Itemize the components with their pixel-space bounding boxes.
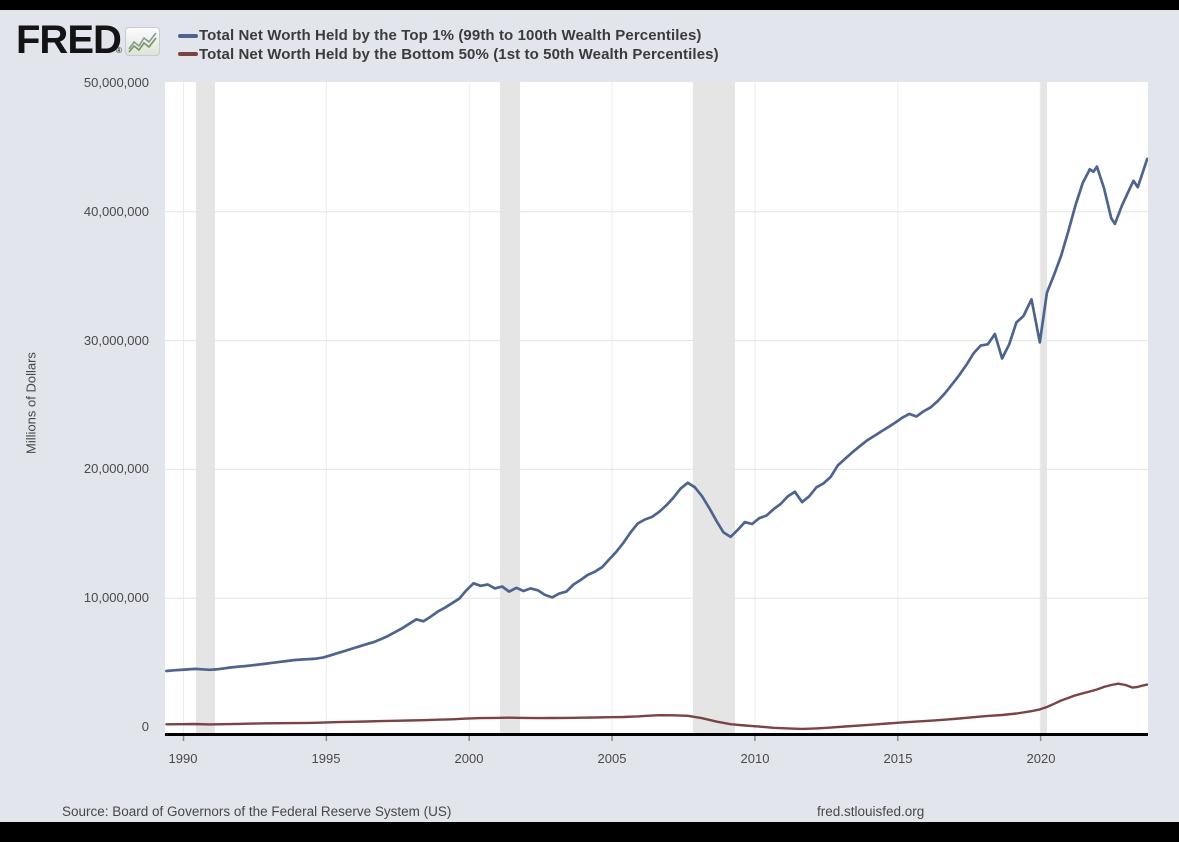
y-tick-label: 20,000,000 bbox=[83, 461, 149, 476]
source-attribution: Source: Board of Governors of the Federa… bbox=[62, 804, 452, 819]
wealth-net-worth-chart bbox=[165, 82, 1148, 741]
y-tick-label: 40,000,000 bbox=[83, 204, 149, 219]
x-tick-label: 2020 bbox=[1026, 751, 1056, 766]
y-tick-label: 30,000,000 bbox=[83, 333, 149, 348]
top-black-bar bbox=[0, 0, 1179, 10]
x-tick-label: 2010 bbox=[740, 751, 770, 766]
legend-label: Total Net Worth Held by the Bottom 50% (… bbox=[199, 46, 719, 63]
bottom-black-bar bbox=[0, 822, 1179, 842]
legend-label: Total Net Worth Held by the Top 1% (99th… bbox=[199, 27, 702, 44]
fred-logo: FRED bbox=[16, 18, 122, 62]
y-tick-label: 10,000,000 bbox=[83, 590, 149, 605]
x-tick-label: 1995 bbox=[311, 751, 341, 766]
y-axis-title: Millions of Dollars bbox=[23, 352, 39, 454]
x-tick-label: 2015 bbox=[883, 751, 913, 766]
x-tick-label: 1990 bbox=[168, 751, 198, 766]
x-tick-label: 2005 bbox=[597, 751, 627, 766]
x-tick-label: 2000 bbox=[454, 751, 484, 766]
fred-site-url: fred.stlouisfed.org bbox=[817, 804, 925, 819]
registered-trademark: ® bbox=[116, 46, 122, 55]
legend-swatch bbox=[178, 52, 198, 56]
line-chart-icon bbox=[125, 27, 160, 56]
y-tick-label: 50,000,000 bbox=[83, 75, 149, 90]
legend-swatch bbox=[178, 34, 198, 38]
y-tick-label: 0 bbox=[141, 719, 149, 734]
